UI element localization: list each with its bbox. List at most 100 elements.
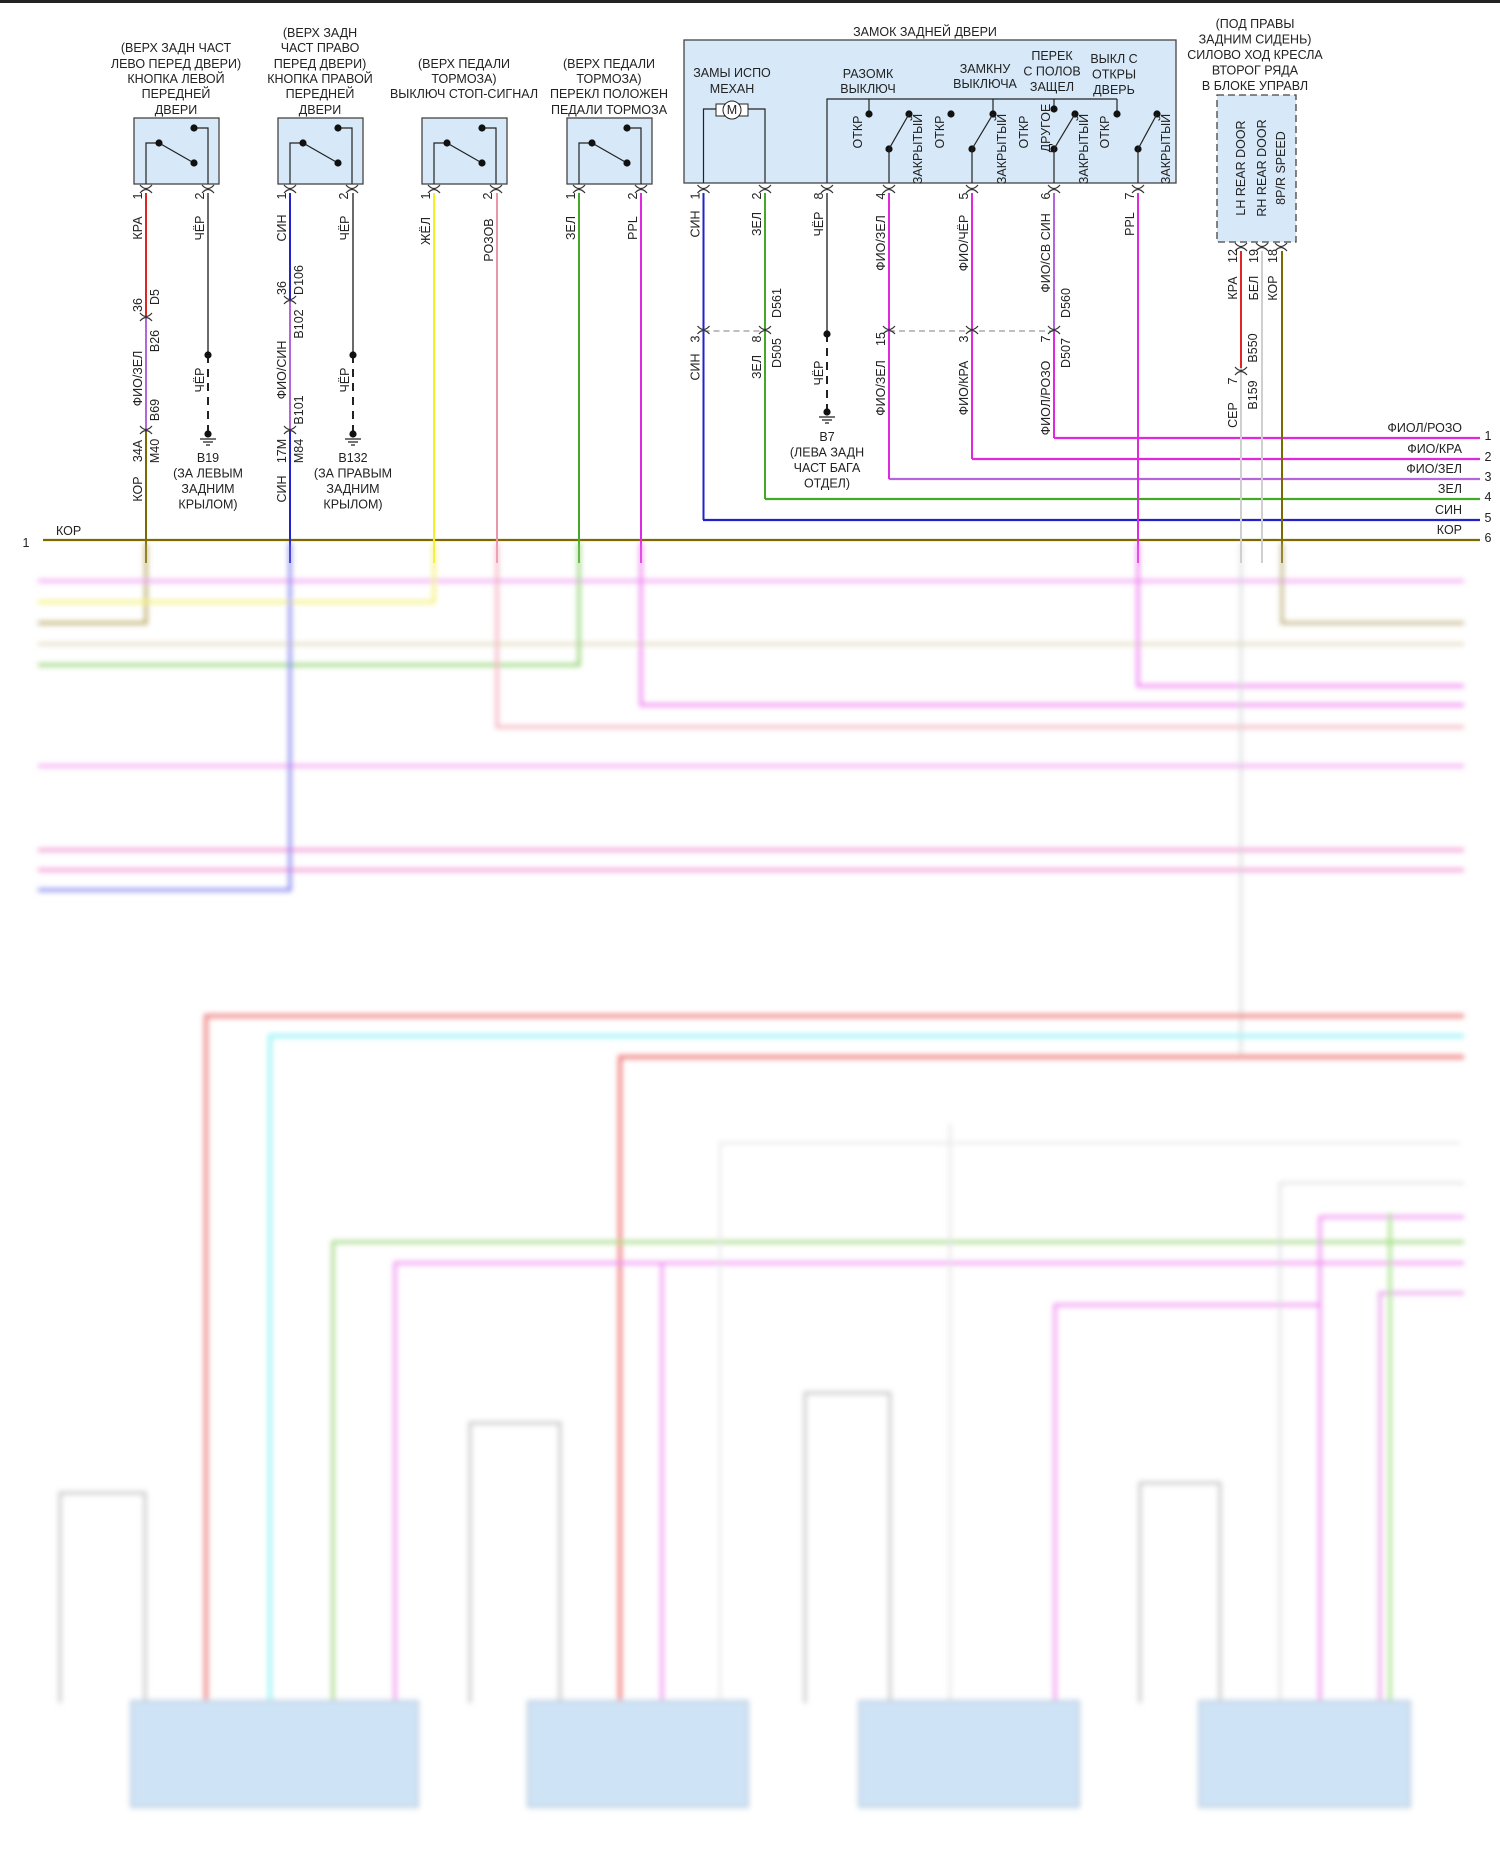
label: ФИО/СВ СИН (1039, 213, 1053, 293)
junction-dot (478, 159, 486, 167)
component-label: (ВЕРХ ЗАДН ЧАСТ (121, 41, 232, 55)
label: СИН (275, 214, 289, 241)
connector-symbol (283, 184, 297, 194)
component-label: ЗАДНИМ СИДЕНЬ) (1199, 33, 1312, 47)
junction-dot (823, 330, 831, 338)
bus-label: ФИО/ЗЕЛ (1406, 462, 1462, 476)
label: ВЫКЛ С (1090, 52, 1137, 66)
connector-symbol (634, 184, 648, 194)
wires (43, 193, 1480, 563)
component-label: (ВЕРХ ПЕДАЛИ (418, 57, 510, 71)
label: МЕХАН (710, 82, 754, 96)
pin-number: 2 (750, 192, 764, 199)
label: ВЫКЛЮЧА (953, 77, 1017, 91)
connector-symbol (697, 325, 710, 335)
component-label: ПЕРЕДНЕЙ (142, 86, 211, 101)
label: ФИО/ЗЕЛ (874, 215, 888, 271)
connector-symbol (139, 425, 153, 435)
component-label: (ПОД ПРАВЫ (1216, 17, 1295, 31)
label: СЕР (1226, 402, 1240, 428)
ground-label: КРЫЛОМ) (178, 498, 237, 512)
pin-number: 1 (131, 192, 145, 199)
pin-number: 1 (419, 192, 433, 199)
ground-label: (ЗА ПРАВЫМ (314, 467, 392, 481)
blurred-wire (618, 1055, 1464, 1703)
ground-label: B7 (819, 430, 834, 444)
junction-dot (155, 139, 163, 147)
component-label: ЧАСТ ПРАВО (281, 41, 360, 55)
label: B26 (148, 330, 162, 352)
junction-dot (204, 351, 212, 359)
pin-number: 18 (1266, 249, 1280, 263)
pin-number: 8 (812, 192, 826, 199)
blurred-wire (1136, 543, 1464, 688)
blurred-wire (1318, 1215, 1464, 1703)
pin-number: 7 (1039, 335, 1053, 342)
ground-label: ОТДЕЛ) (804, 477, 850, 491)
switch-icon (289, 127, 353, 184)
junction-dot (623, 124, 631, 132)
blurred-wire (495, 543, 1464, 729)
blurred-module-box (527, 1700, 749, 1808)
label: КРА (131, 216, 145, 240)
ground-label: ЧАСТ БАГА (794, 461, 861, 475)
bus-number: 5 (1485, 511, 1492, 525)
ground-icon (345, 438, 361, 446)
label: ЧЁР (338, 215, 352, 240)
motor-symbol: M (727, 103, 737, 117)
brake_pedal_switch-box (566, 117, 653, 185)
connector-symbol (758, 184, 772, 194)
blurred-wire (38, 543, 436, 604)
component-label: ПЕРЕКЛ ПОЛОЖЕН (550, 87, 668, 101)
connector-symbol (139, 312, 153, 322)
label: СИН (689, 353, 703, 380)
motor-wires (702, 108, 766, 183)
component-label: ТОРМОЗА) (576, 72, 641, 86)
pin-number: 3 (689, 335, 703, 342)
label: ОТКРЫ (1092, 68, 1136, 82)
junction-dot (334, 159, 342, 167)
blurred-wire (639, 543, 1464, 707)
switch-state-label: ОТКР (851, 116, 865, 149)
bus-number: 3 (1485, 470, 1492, 484)
component-label: ПЕДАЛИ ТОРМОЗА (551, 103, 668, 117)
label: ФИО/КРА (957, 360, 971, 415)
bus-number: 1 (23, 536, 30, 550)
junction-dot (947, 110, 955, 118)
label: D507 (1059, 338, 1073, 368)
pin-number: 1 (275, 192, 289, 199)
blurred-wire (1378, 1291, 1464, 1703)
connector-symbol (1255, 242, 1269, 252)
blurred-wire (393, 1261, 1464, 1703)
junction-dot (349, 351, 357, 359)
label: КОР (1266, 275, 1280, 300)
connector-symbol (345, 184, 359, 194)
pin-number: 2 (481, 192, 495, 199)
bus-number: 4 (1485, 490, 1492, 504)
pin-number: 3 (957, 335, 971, 342)
label: B550 (1246, 333, 1260, 362)
switch-state-label: ЗАКРЫТЫЙ (994, 114, 1009, 184)
pin-number: 1 (689, 192, 703, 199)
pin-number: 15 (874, 332, 888, 346)
label: PPL (1123, 212, 1137, 236)
connector-symbol (1047, 325, 1061, 335)
motor-icon (722, 100, 742, 120)
junction-dot (204, 430, 212, 438)
label: B69 (148, 399, 162, 421)
ground-icon (200, 438, 216, 446)
ground-label: (ЛЕВА ЗАДН (790, 446, 864, 460)
ground-label: ЗАДНИМ (326, 482, 379, 496)
pin-number: 6 (1039, 192, 1053, 199)
component-label: (ВЕРХ ПЕДАЛИ (563, 57, 655, 71)
ground-label: ЗАДНИМ (181, 482, 234, 496)
switch-state-label: ОТКР (1017, 116, 1031, 149)
label: ЧЁР (338, 367, 352, 392)
switch-icon (433, 127, 497, 184)
diagram-canvas: ФИОЛ/РОЗО 1 ФИО/КРА 2 ФИО/ЗЕЛ 3 ЗЕЛ 4 СИН 5 КОР 6 КО… (23, 17, 1492, 1808)
junction-dot (823, 408, 831, 416)
label: 7 (1226, 377, 1240, 384)
label: С ПОЛОВ (1023, 65, 1080, 79)
label: B159 (1246, 380, 1260, 409)
